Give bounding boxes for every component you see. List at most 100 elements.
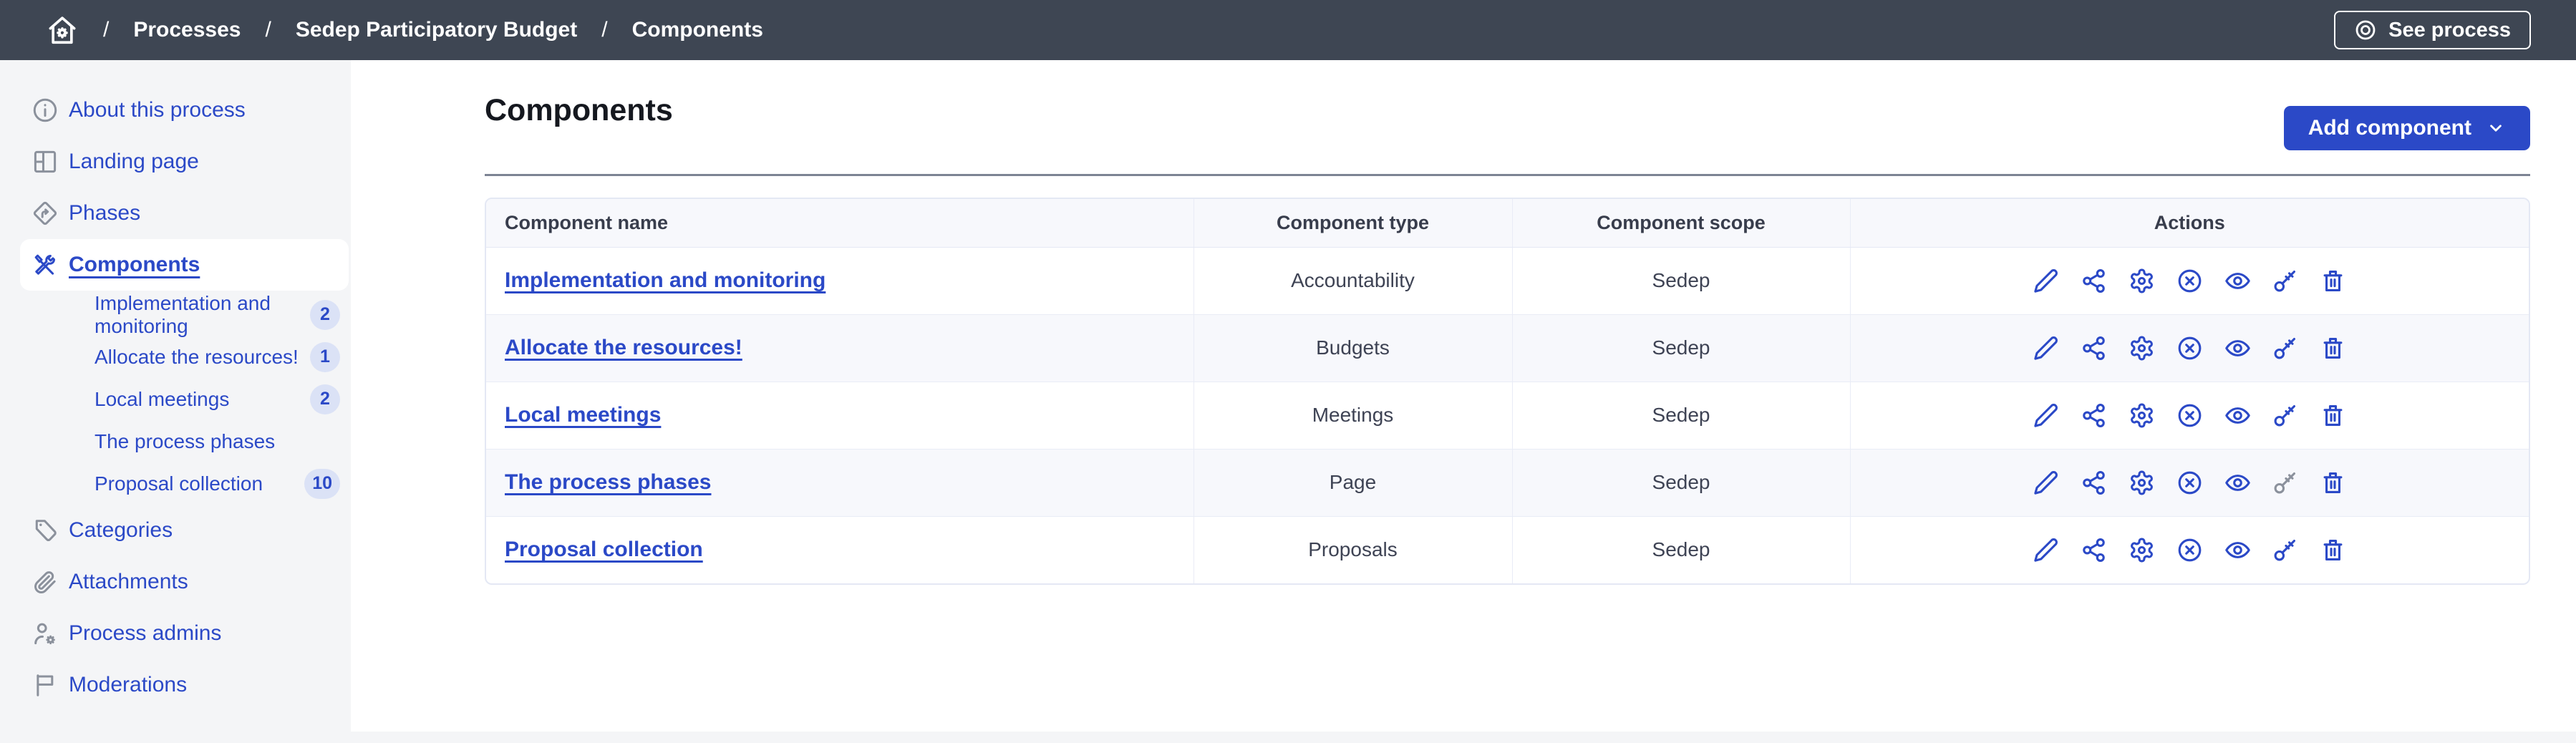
breadcrumb-separator: / bbox=[265, 18, 271, 42]
preview-eye-icon[interactable] bbox=[2224, 335, 2251, 361]
sidebar-item-label: Phases bbox=[69, 201, 141, 225]
sidebar-item-phases[interactable]: Phases bbox=[20, 188, 349, 239]
preview-eye-icon[interactable] bbox=[2224, 537, 2251, 563]
delete-trash-icon[interactable] bbox=[2320, 402, 2346, 429]
sidebar-item-components[interactable]: Components bbox=[20, 239, 349, 291]
sidebar-item-label: Components bbox=[69, 253, 200, 276]
table-row: Allocate the resources! Budgets Sedep bbox=[486, 314, 2529, 382]
sidebar-subitem-label: Local meetings bbox=[95, 387, 230, 410]
sidebar-item-categories[interactable]: Categories bbox=[20, 505, 349, 556]
count-badge: 2 bbox=[310, 384, 340, 414]
breadcrumb-item-components[interactable]: Components bbox=[631, 18, 763, 42]
preview-eye-icon[interactable] bbox=[2224, 402, 2251, 429]
permissions-key-icon[interactable] bbox=[2272, 268, 2298, 294]
component-type: Proposals bbox=[1193, 516, 1512, 583]
component-scope: Sedep bbox=[1511, 449, 1850, 516]
share-icon[interactable] bbox=[2081, 470, 2107, 496]
sidebar-item-label: About this process bbox=[69, 98, 246, 122]
edit-pencil-icon[interactable] bbox=[2033, 537, 2059, 563]
delete-trash-icon[interactable] bbox=[2320, 537, 2346, 563]
configure-gear-icon[interactable] bbox=[2129, 402, 2155, 429]
sidebar-subitem-label: Allocate the resources! bbox=[95, 345, 299, 368]
delete-trash-icon[interactable] bbox=[2320, 335, 2346, 361]
configure-gear-icon[interactable] bbox=[2129, 470, 2155, 496]
share-icon[interactable] bbox=[2081, 335, 2107, 361]
permissions-key-icon[interactable] bbox=[2272, 335, 2298, 361]
component-name-link[interactable]: The process phases bbox=[505, 470, 712, 494]
sidebar-item-attachments[interactable]: Attachments bbox=[20, 556, 349, 608]
sidebar-item-label: Process admins bbox=[69, 621, 222, 645]
header-component-type: Component type bbox=[1193, 199, 1512, 248]
breadcrumb: / Processes / Sedep Participatory Budget… bbox=[46, 14, 763, 47]
component-type: Page bbox=[1193, 449, 1512, 516]
count-badge: 1 bbox=[310, 341, 340, 372]
sidebar-subitem-allocate-resources[interactable]: Allocate the resources! 1 bbox=[95, 336, 340, 378]
phases-diamond-icon bbox=[32, 200, 59, 227]
add-component-button[interactable]: Add component bbox=[2283, 106, 2530, 150]
sidebar-item-label: Categories bbox=[69, 518, 173, 542]
permissions-key-icon[interactable] bbox=[2272, 402, 2298, 429]
user-gear-icon bbox=[32, 620, 59, 647]
permissions-key-icon[interactable] bbox=[2272, 537, 2298, 563]
components-sub-list: Implementation and monitoring 2 Allocate… bbox=[95, 291, 340, 505]
sidebar-subitem-local-meetings[interactable]: Local meetings 2 bbox=[95, 378, 340, 420]
sidebar-subitem-label: Proposal collection bbox=[95, 472, 263, 495]
sidebar-item-about[interactable]: About this process bbox=[20, 84, 349, 136]
main-content: Components Add component Component name … bbox=[351, 60, 2576, 732]
breadcrumb-home-link[interactable] bbox=[46, 14, 79, 47]
preview-eye-icon[interactable] bbox=[2224, 268, 2251, 294]
component-name-link[interactable]: Implementation and monitoring bbox=[505, 268, 826, 292]
count-badge: 2 bbox=[310, 299, 340, 330]
count-badge: 10 bbox=[304, 468, 340, 499]
sidebar-item-process-admins[interactable]: Process admins bbox=[20, 608, 349, 659]
configure-gear-icon[interactable] bbox=[2129, 537, 2155, 563]
delete-trash-icon[interactable] bbox=[2320, 470, 2346, 496]
see-process-button[interactable]: See process bbox=[2334, 11, 2531, 49]
sidebar-subitem-label: The process phases bbox=[95, 429, 276, 452]
sidebar-item-landing-page[interactable]: Landing page bbox=[20, 136, 349, 188]
breadcrumb-separator: / bbox=[103, 18, 110, 42]
header-component-name: Component name bbox=[486, 199, 1193, 248]
sidebar-subitem-proposal-collection[interactable]: Proposal collection 10 bbox=[95, 462, 340, 505]
flag-icon bbox=[32, 671, 59, 699]
preview-eye-icon[interactable] bbox=[2224, 470, 2251, 496]
configure-gear-icon[interactable] bbox=[2129, 268, 2155, 294]
title-divider bbox=[485, 174, 2530, 176]
edit-pencil-icon[interactable] bbox=[2033, 335, 2059, 361]
topbar: / Processes / Sedep Participatory Budget… bbox=[0, 0, 2576, 60]
unpublish-circle-x-icon[interactable] bbox=[2176, 402, 2203, 429]
edit-pencil-icon[interactable] bbox=[2033, 470, 2059, 496]
component-name-link[interactable]: Proposal collection bbox=[505, 538, 703, 562]
info-icon bbox=[32, 97, 59, 124]
permissions-key-icon[interactable] bbox=[2272, 470, 2298, 496]
edit-pencil-icon[interactable] bbox=[2033, 402, 2059, 429]
tools-icon bbox=[32, 251, 59, 278]
unpublish-circle-x-icon[interactable] bbox=[2176, 537, 2203, 563]
table-row: Proposal collection Proposals Sedep bbox=[486, 516, 2529, 583]
header-component-scope: Component scope bbox=[1511, 199, 1850, 248]
breadcrumb-item-processes[interactable]: Processes bbox=[133, 18, 241, 42]
edit-pencil-icon[interactable] bbox=[2033, 268, 2059, 294]
unpublish-circle-x-icon[interactable] bbox=[2176, 470, 2203, 496]
sidebar-item-moderations[interactable]: Moderations bbox=[20, 659, 349, 711]
sidebar-subitem-implementation[interactable]: Implementation and monitoring 2 bbox=[95, 291, 340, 337]
delete-trash-icon[interactable] bbox=[2320, 268, 2346, 294]
sidebar-item-label: Moderations bbox=[69, 673, 188, 696]
configure-gear-icon[interactable] bbox=[2129, 335, 2155, 361]
sidebar-subitem-label: Implementation and monitoring bbox=[95, 291, 271, 337]
layout-icon bbox=[32, 148, 59, 175]
breadcrumb-item-process[interactable]: Sedep Participatory Budget bbox=[295, 18, 578, 42]
sidebar-subitem-process-phases[interactable]: The process phases bbox=[95, 420, 340, 462]
paperclip-icon bbox=[32, 568, 59, 596]
share-icon[interactable] bbox=[2081, 537, 2107, 563]
component-name-link[interactable]: Local meetings bbox=[505, 403, 662, 427]
unpublish-circle-x-icon[interactable] bbox=[2176, 268, 2203, 294]
content-header: Components Add component bbox=[485, 60, 2530, 150]
component-type: Budgets bbox=[1193, 314, 1512, 382]
component-name-link[interactable]: Allocate the resources! bbox=[505, 336, 742, 359]
unpublish-circle-x-icon[interactable] bbox=[2176, 335, 2203, 361]
share-icon[interactable] bbox=[2081, 402, 2107, 429]
sidebar: About this process Landing page Phases C… bbox=[0, 60, 351, 732]
share-icon[interactable] bbox=[2081, 268, 2107, 294]
component-scope: Sedep bbox=[1511, 516, 1850, 583]
